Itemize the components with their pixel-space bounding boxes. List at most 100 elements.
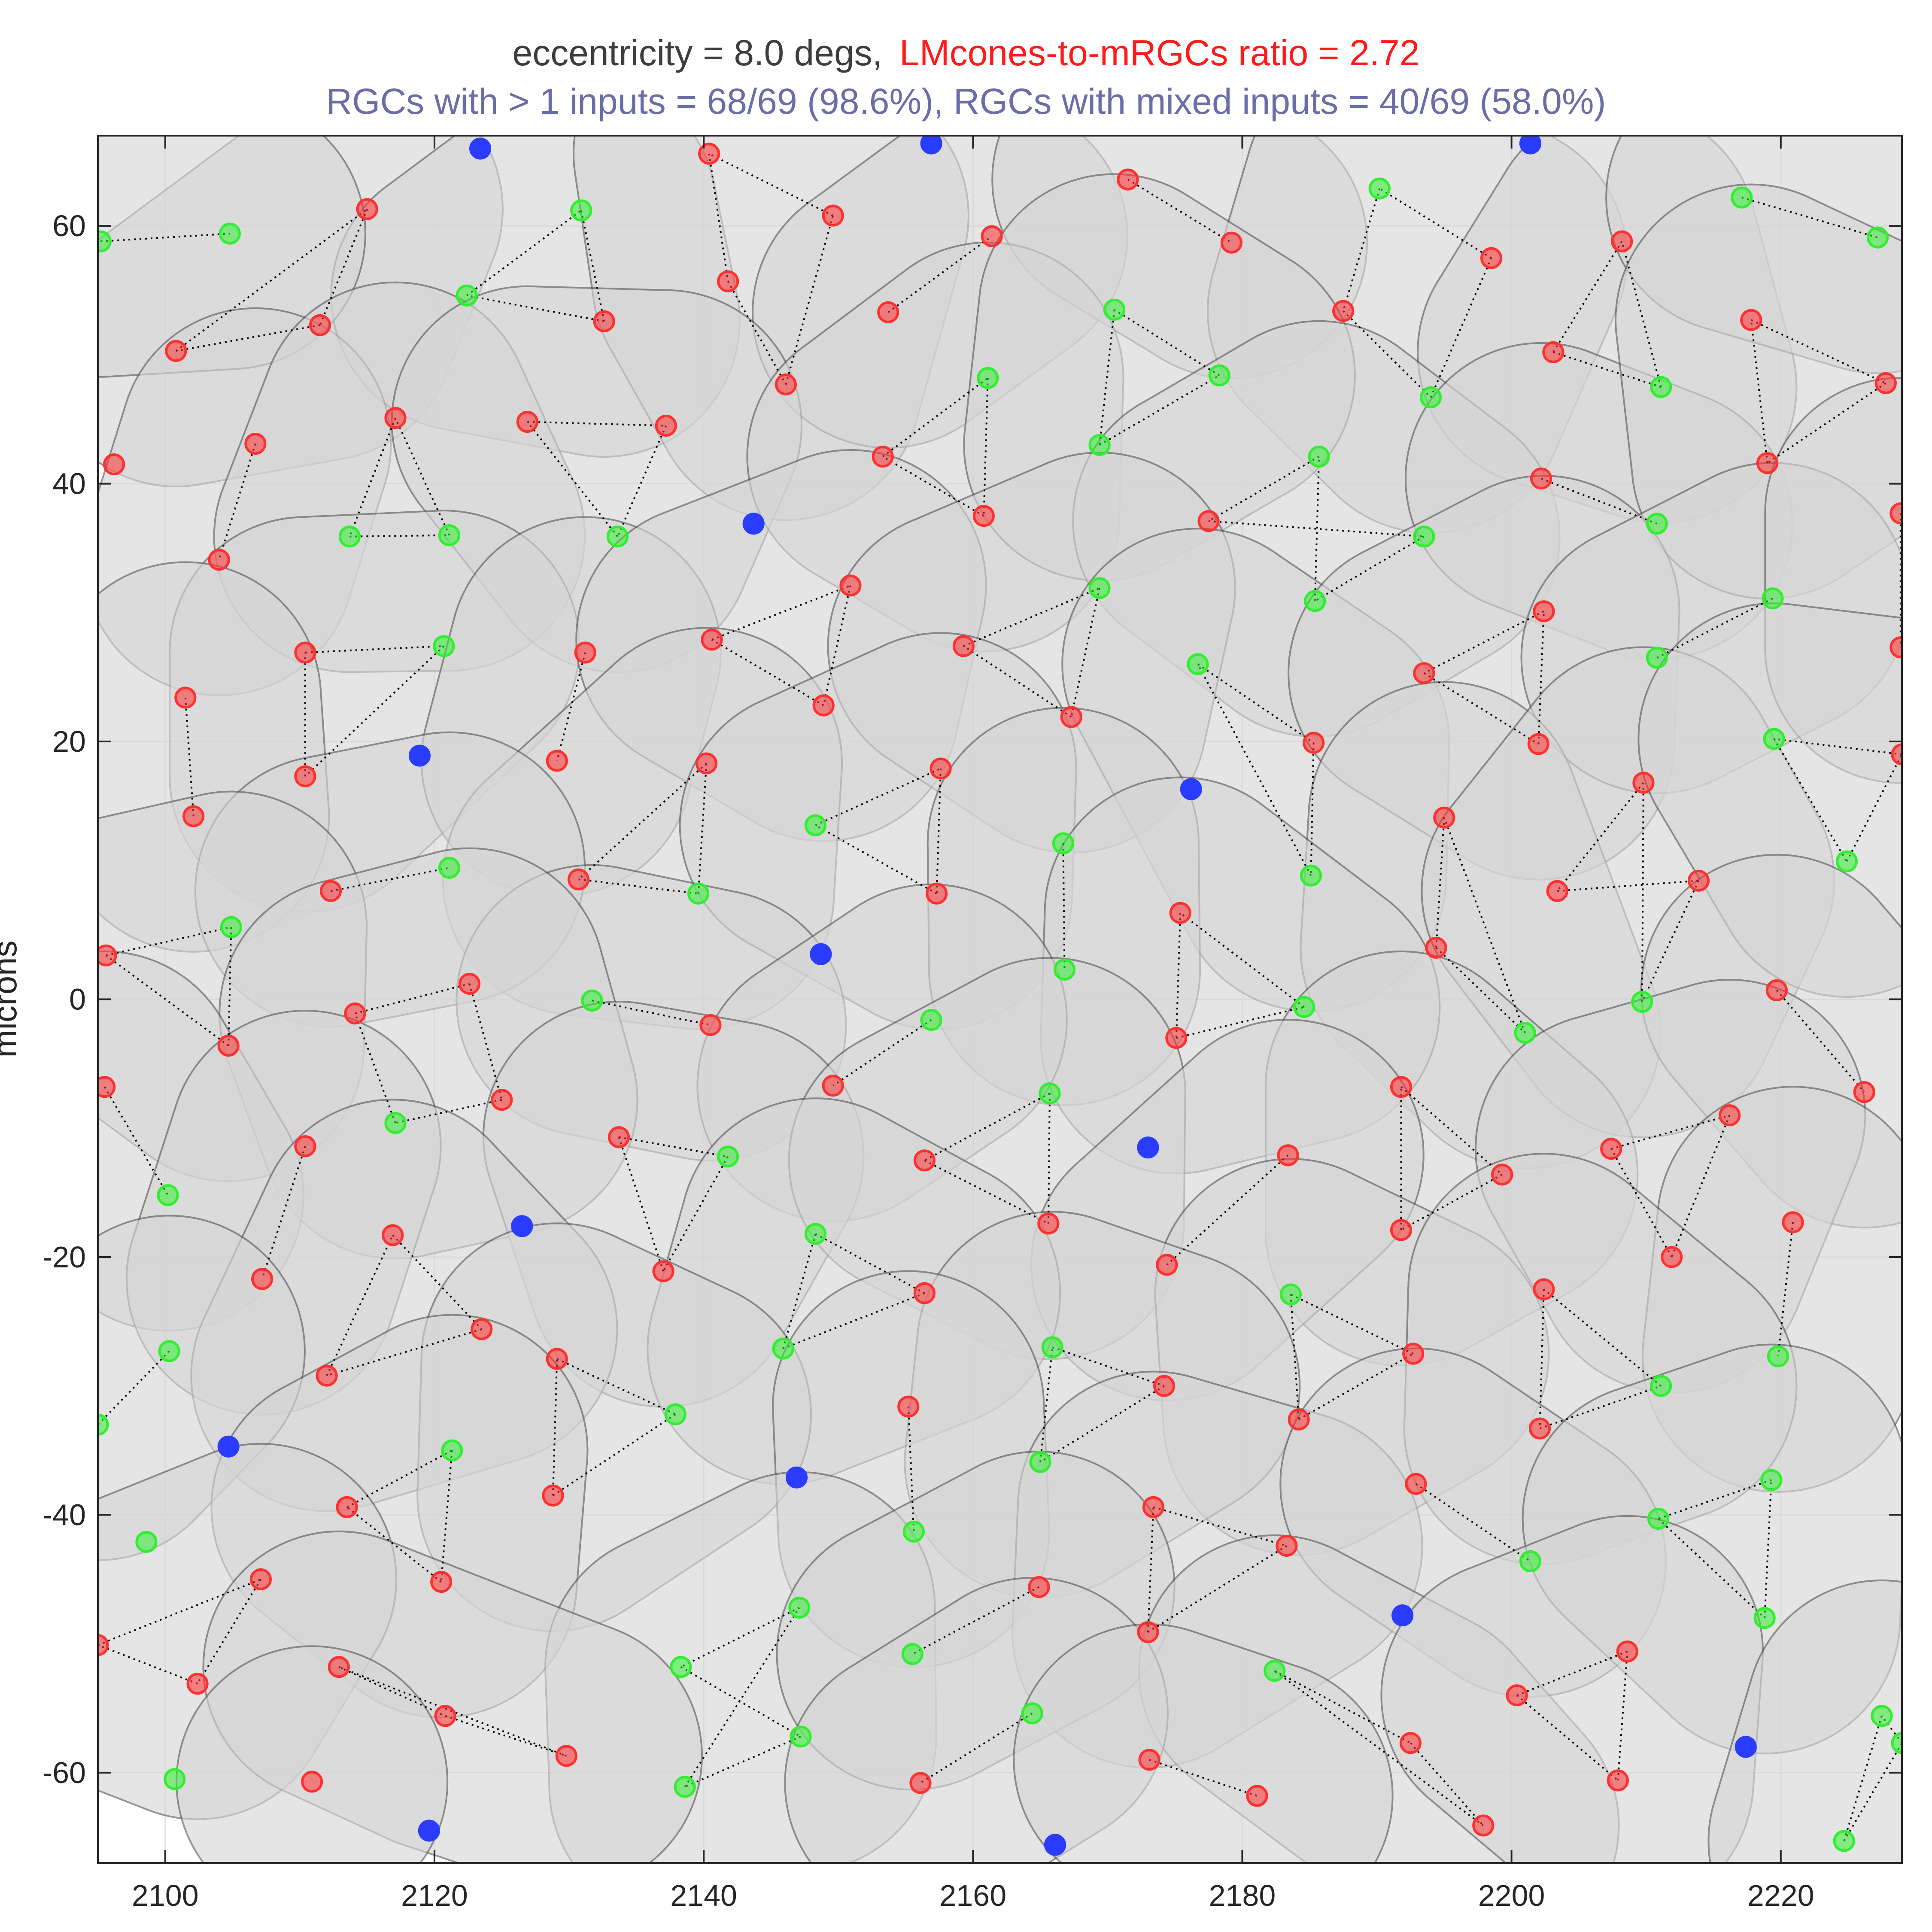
cone-connection-line: [1040, 1385, 1165, 1463]
cone-connection-line: [395, 1099, 502, 1124]
l-cone: [1600, 1138, 1622, 1160]
m-cone: [581, 989, 603, 1012]
m-cone: [804, 1223, 826, 1245]
l-cone: [546, 1348, 568, 1370]
l-cone: [1037, 1212, 1060, 1235]
l-cone: [913, 1282, 936, 1304]
cone-connection-line: [1147, 1507, 1154, 1632]
l-cone: [1413, 662, 1435, 684]
m-cone: [384, 1112, 407, 1134]
l-cone: [655, 414, 677, 437]
l-cone: [822, 1075, 844, 1097]
l-cone: [952, 635, 975, 657]
cone-connection-line: [326, 1328, 482, 1377]
cone-connection-line: [175, 208, 368, 352]
s-cone: [785, 1466, 808, 1488]
m-cone: [1413, 526, 1435, 548]
l-cone: [1433, 806, 1455, 829]
l-cone: [1402, 1343, 1425, 1365]
l-cone: [1425, 936, 1447, 959]
cone-connection-line: [963, 645, 1072, 718]
rgc-receptive-field: [98, 136, 366, 378]
l-cone: [1472, 1814, 1495, 1837]
cone-connection-line: [1777, 1222, 1794, 1357]
cone-connection-line: [1539, 1289, 1545, 1429]
cone-connection-line: [1197, 663, 1312, 876]
m-cone: [920, 1009, 942, 1031]
m-cone: [1646, 647, 1668, 669]
m-cone: [1088, 434, 1111, 456]
cone-connection-line: [176, 324, 320, 352]
y-axis-label: microns: [0, 940, 24, 1057]
m-cone: [687, 882, 710, 905]
l-cone: [1060, 706, 1082, 728]
cone-connection-line: [680, 1666, 801, 1738]
l-cone: [812, 694, 835, 717]
m-cone: [1833, 1830, 1855, 1852]
cone-connection-line: [1617, 1651, 1628, 1781]
l-cone: [1169, 902, 1191, 924]
m-cone: [1308, 445, 1330, 468]
cone-connection-line: [1290, 1294, 1300, 1420]
cone-connection-line: [578, 762, 707, 880]
y-tick-label: 20: [52, 725, 86, 758]
m-cone: [772, 1337, 794, 1360]
l-cone: [1889, 502, 1902, 525]
l-cone: [1405, 1473, 1427, 1495]
m-cone: [790, 1725, 812, 1748]
cone-connection-line: [1750, 319, 1886, 384]
l-cone: [356, 198, 378, 220]
l-cone: [1719, 1104, 1741, 1127]
cone-mosaic: [98, 136, 1902, 1856]
l-cone: [1533, 1278, 1555, 1300]
cone-connection-line: [1557, 880, 1699, 892]
m-cone: [433, 635, 455, 657]
l-cone: [1853, 1081, 1875, 1103]
cone-connection-line: [1400, 1174, 1503, 1231]
l-cone: [1246, 1785, 1268, 1807]
m-cone: [1264, 1660, 1286, 1682]
cone-connection-line: [1773, 738, 1848, 862]
cone-connection-line: [1197, 663, 1314, 744]
l-cone: [174, 687, 197, 709]
l-cone: [98, 944, 117, 966]
s-cone: [1391, 1604, 1414, 1627]
l-cone: [1142, 1496, 1165, 1518]
m-cone: [1304, 590, 1326, 612]
cone-connection-line: [1741, 197, 1878, 239]
l-cone: [182, 805, 205, 827]
m-cone: [664, 1403, 687, 1425]
l-cone: [316, 1364, 338, 1387]
cone-connection-line: [1435, 947, 1526, 1034]
l-cone: [1527, 733, 1549, 755]
l-cone: [839, 574, 862, 597]
l-cone: [930, 757, 952, 780]
l-cone: [1153, 1375, 1176, 1397]
s-cone: [408, 744, 431, 767]
l-cone: [1661, 1246, 1683, 1268]
chart-title-line2: RGCs with > 1 inputs = 68/69 (98.6%), RG…: [326, 81, 1606, 122]
l-cone: [981, 225, 1003, 247]
l-cone: [555, 1745, 577, 1767]
m-cone: [438, 524, 461, 547]
m-cone: [1419, 386, 1442, 409]
cone-connection-line: [592, 999, 711, 1026]
l-cone: [294, 641, 316, 664]
s-cone: [418, 1820, 440, 1842]
m-cone: [98, 1413, 109, 1436]
m-cone: [219, 222, 241, 245]
l-cone: [1332, 300, 1355, 322]
m-cone: [570, 199, 592, 222]
cone-connection-line: [1611, 1114, 1730, 1150]
l-cone: [1277, 1144, 1299, 1166]
l-cone: [344, 1002, 366, 1025]
cone-connection-line: [218, 443, 256, 560]
l-cone: [574, 641, 596, 664]
cone-connection-line: [1610, 1148, 1673, 1258]
s-cone: [1735, 1736, 1757, 1758]
cone-connection-line: [618, 1137, 664, 1272]
m-cone: [902, 1520, 925, 1543]
cone-connection-line: [1764, 1480, 1772, 1618]
l-cone: [872, 445, 894, 468]
